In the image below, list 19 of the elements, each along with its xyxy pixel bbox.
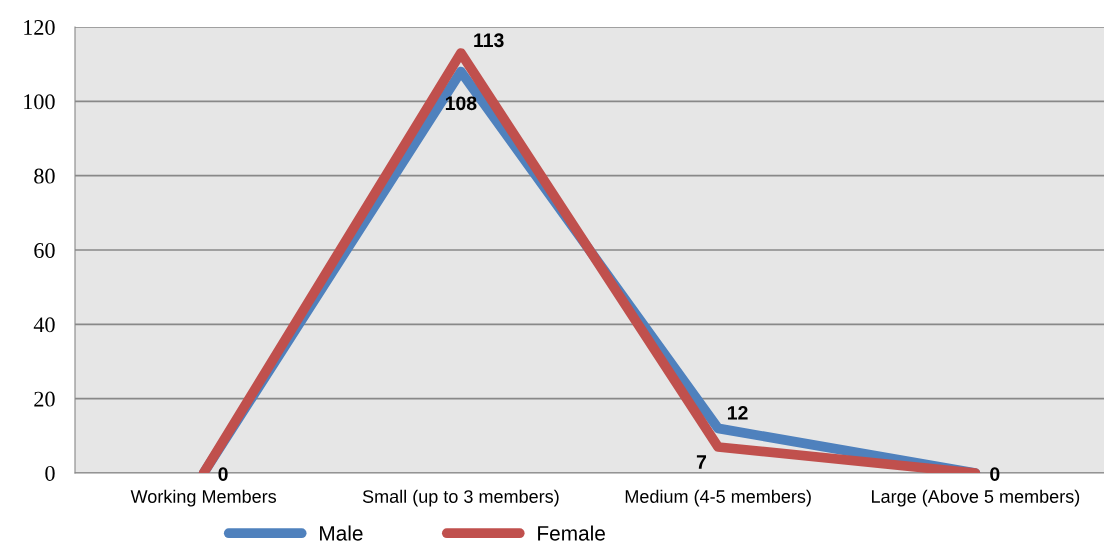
y-tick-label: 60	[34, 242, 55, 258]
data-label: 12	[727, 405, 748, 420]
data-label: 113	[474, 33, 504, 48]
data-label: 0	[990, 467, 1000, 481]
y-tick-label: 80	[34, 168, 55, 184]
data-label: 108	[445, 96, 477, 111]
y-tick-label: 20	[34, 391, 55, 407]
x-tick-label: Working Members	[130, 489, 277, 507]
y-tick-label: 100	[24, 94, 55, 110]
x-tick-label: Small (up to 3 members)	[362, 489, 559, 507]
x-tick-label: Large (Above 5 members)	[872, 489, 1080, 507]
data-label: 7	[696, 455, 707, 469]
legend-label: Male	[320, 525, 363, 541]
x-tick-label: Medium (4-5 members)	[625, 489, 811, 507]
data-label: 0	[218, 467, 228, 481]
y-tick-label: 0	[45, 465, 55, 481]
y-tick-label: 120	[24, 19, 55, 35]
legend-label: Female	[538, 525, 605, 541]
y-tick-label: 40	[33, 317, 55, 333]
